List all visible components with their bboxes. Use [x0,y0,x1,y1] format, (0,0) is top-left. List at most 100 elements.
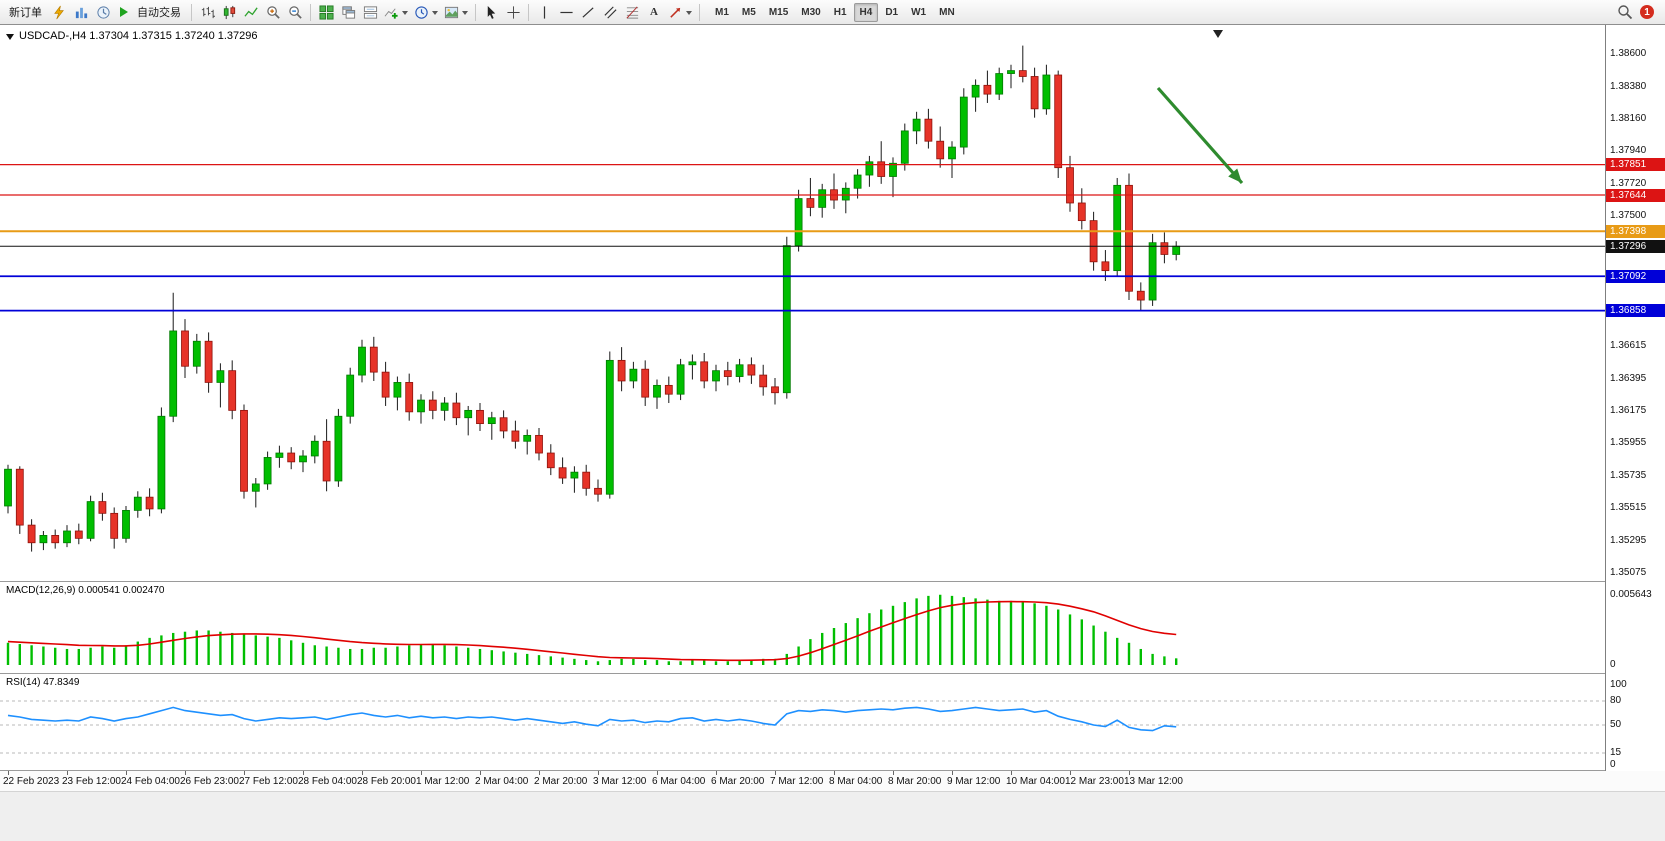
toolbar-separator [699,3,700,21]
time-axis-tick [539,771,540,775]
price-level-badge: 1.37851 [1606,158,1665,172]
candlestick-chart-icon [223,5,235,19]
candle [1066,167,1074,204]
candle [629,368,638,382]
candle [1113,184,1122,272]
price-level-badge: 1.37644 [1606,188,1665,202]
price-axis[interactable]: 1.38600 1.38380 1.38160 1.37940 1.37720 1.375… [1605,25,1665,771]
candle [971,84,980,98]
price-axis-label: 1.37720 [1610,177,1647,189]
candle [794,198,803,247]
trendline-tool-button[interactable] [578,2,598,22]
rsi-panel[interactable]: RSI(14) 47.8349 [0,674,1605,771]
timeframe-m30[interactable]: M30 [801,6,821,18]
candle [74,530,83,539]
time-axis-tick [775,771,776,775]
vertical-line-icon [543,5,545,19]
candle [452,402,461,419]
candle [747,364,756,376]
candle [723,370,732,377]
vertical-line-tool-button[interactable] [534,2,554,22]
price-axis-label: 1.35955 [1610,437,1647,449]
candle [51,535,60,544]
autotrading-label: 自动交易 [137,7,181,19]
candle [299,455,307,463]
candle [865,161,874,176]
candle [63,530,71,544]
arrows-tool-button[interactable] [666,2,694,22]
autotrading-button[interactable]: 自动交易 [115,2,186,22]
candle [936,140,945,160]
market-watch-button[interactable] [71,2,91,22]
price-chart[interactable] [0,25,1605,581]
line-chart-button[interactable] [241,2,261,22]
candlestick-chart-button[interactable] [219,2,239,22]
timeframe-h1[interactable]: H1 [833,6,847,18]
candle [653,384,661,398]
periods-button[interactable] [412,2,440,22]
candle [511,430,520,442]
new-order-label: 新订单 [9,7,42,19]
time-axis-tick [303,771,304,775]
time-axis-tick [893,771,894,775]
toolbar-right-group: 1 [1617,4,1661,20]
quotes-button[interactable] [49,2,69,22]
templates-button[interactable] [442,2,470,22]
line-chart-icon [243,6,258,17]
rsi-label: RSI(14) 47.8349 [6,677,80,688]
time-axis-label: 13 Mar 12:00 [1124,776,1183,787]
new-order-button[interactable]: 新订单 [4,2,47,22]
zoom-out-button[interactable] [285,2,305,22]
fibonacci-tool-button[interactable] [622,2,642,22]
bar-chart-button[interactable] [197,2,217,22]
periods-clock-icon [415,5,428,19]
search-icon[interactable] [1617,4,1633,20]
macd-label: MACD(12,26,9) 0.000541 0.002470 [6,585,165,596]
horizontal-line-tool-button[interactable] [556,2,576,22]
timeframe-d1[interactable]: D1 [885,6,899,18]
candle [1160,242,1169,255]
price-axis-label: 1.38160 [1610,113,1647,125]
zoom-in-button[interactable] [263,2,283,22]
history-center-button[interactable] [93,2,113,22]
timeframe-m15[interactable]: M15 [768,6,789,18]
arrange-windows-button[interactable] [360,2,380,22]
notification-badge[interactable]: 1 [1640,5,1654,19]
timeframe-h4[interactable]: H4 [853,2,879,22]
macd-axis-label: 0.005643 [1610,589,1652,601]
chart-workspace: USDCAD-,H4 1.37304 1.37315 1.37240 1.372… [0,24,1665,841]
candle [959,96,968,148]
tile-windows-button[interactable] [316,2,336,22]
main-chart-panel[interactable]: USDCAD-,H4 1.37304 1.37315 1.37240 1.372… [0,25,1605,582]
candle [594,487,602,495]
time-axis-tick [1011,771,1012,775]
price-axis-label: 1.35295 [1610,534,1647,546]
cursor-tool-button[interactable] [481,2,501,22]
history-center-icon [96,5,110,19]
cascade-windows-button[interactable] [338,2,358,22]
time-axis-tick [480,771,481,775]
candle [15,468,24,526]
candle [806,198,815,208]
macd-panel[interactable]: MACD(12,26,9) 0.000541 0.002470 [0,582,1605,674]
crosshair-tool-button[interactable] [503,2,523,22]
timeframe-m1[interactable]: M1 [715,6,729,18]
macd-plot [6,594,1178,665]
text-tool-button[interactable]: A [644,2,664,22]
timeframe-m5[interactable]: M5 [741,6,756,18]
price-level-badge: 1.37296 [1606,239,1665,253]
time-axis[interactable]: 22 Feb 2023 23 Feb 12:00 24 Feb 04:00 26 Fe… [0,771,1665,791]
time-axis-tick [185,771,186,775]
timeframe-w1[interactable]: W1 [911,6,927,18]
channel-tool-button[interactable] [600,2,620,22]
price-axis-label: 1.37500 [1610,210,1647,222]
toolbar-separator [191,3,192,21]
toolbar-separator [528,3,529,21]
chart-menu-icon[interactable] [6,34,14,44]
timeframe-mn[interactable]: MN [939,6,955,18]
candle [169,330,178,417]
macd-signal-line [7,600,1177,662]
candle [181,330,189,367]
indicators-button[interactable] [382,2,410,22]
candle [287,452,296,463]
